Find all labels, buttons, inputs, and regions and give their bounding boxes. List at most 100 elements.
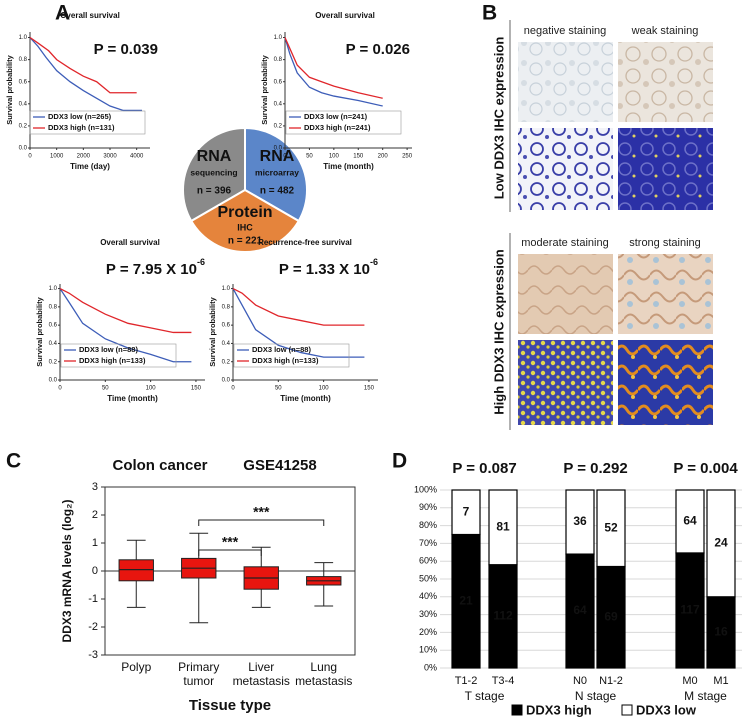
x-tick-label: 0	[58, 386, 62, 392]
p-value: P = 7.95 X 10-6	[106, 257, 205, 278]
bar-segment	[706, 489, 736, 598]
x-tick-label: 250	[402, 154, 413, 160]
y-tick-label: 0.2	[274, 123, 283, 129]
km-plot: 0.0 0.2 0.4 0.6 0.8 1.0 0 50 100 150 Time (month) S…	[208, 238, 378, 403]
segment-title: RNA	[260, 148, 295, 165]
y-tick-label: 40%	[419, 591, 437, 601]
y-tick-label: 100%	[414, 484, 437, 494]
p-value: P = 0.087	[452, 460, 516, 477]
data-label: 21	[459, 593, 473, 607]
y-tick-label: 0.4	[49, 341, 58, 347]
y-tick-label: 3	[92, 481, 98, 493]
x-axis-label: Time (month)	[107, 394, 158, 403]
y-tick-label: 0.4	[222, 341, 231, 347]
data-label: 16	[714, 625, 728, 639]
y-tick-label: 90%	[419, 502, 437, 512]
caption: negative staining	[524, 25, 607, 37]
bar-segment	[488, 489, 518, 566]
ihc-image	[518, 340, 613, 425]
x-tick-label: 200	[378, 154, 389, 160]
y-tick-label: 2	[92, 509, 98, 521]
x-tick-label: 4000	[130, 154, 144, 160]
legend-label: DDX3 high (n=131)	[48, 123, 115, 132]
legend-label: DDX3 high (n=133)	[252, 356, 319, 365]
data-label: 64	[573, 603, 587, 617]
bar-segment	[451, 533, 481, 669]
x-tick-label: 0	[28, 154, 32, 160]
y-axis-label: Survival probability	[35, 296, 44, 366]
data-label: 112	[493, 609, 513, 623]
p-value: P = 0.039	[94, 41, 158, 58]
x-tick-label: Polyp	[121, 660, 151, 674]
x-axis-label: Time (month)	[323, 162, 374, 171]
ihc-image	[618, 254, 713, 334]
panel-label: A	[55, 2, 70, 25]
segment	[181, 126, 246, 223]
bar-segment	[451, 489, 481, 536]
legend-label: DDX3 high (n=133)	[79, 356, 146, 365]
chart-subtitle: GSE41258	[243, 457, 316, 474]
x-tick-label: 50	[102, 386, 109, 392]
y-axis-label: Survival probability	[208, 296, 217, 366]
survival-curve	[284, 37, 383, 99]
p-value-text: P = 0.039	[94, 41, 158, 58]
y-tick-label: 0.4	[274, 101, 283, 107]
ihc-image	[518, 254, 613, 334]
y-tick-label: 0.6	[49, 323, 58, 329]
survival-curve	[59, 288, 192, 363]
data-label: 36	[573, 514, 587, 528]
p-value-text: P = 1.33 X 10	[279, 261, 370, 278]
significance-bracket	[198, 549, 262, 556]
y-tick-label: 1.0	[274, 35, 283, 41]
group-label: M stage	[684, 689, 727, 703]
x-tick-label: M1	[713, 675, 728, 687]
data-label: 7	[463, 504, 470, 518]
ihc-image	[518, 128, 613, 210]
staining-panel: Low DDX3 IHC expression High DDX3 IHC ex…	[491, 20, 713, 430]
y-tick-label: 0.0	[274, 146, 283, 152]
y-tick-label: 0.0	[49, 378, 58, 384]
data-source-diagram: RNA sequencing n = 396 RNA microarray n …	[181, 126, 309, 254]
x-axis-label: Time (day)	[70, 162, 110, 171]
x-tick-label: Lung	[310, 660, 337, 674]
x-tick-label: N0	[573, 675, 587, 687]
y-axis-label: DDX3 mRNA levels (log₂)	[60, 500, 74, 643]
y-tick-label: 0.2	[19, 123, 28, 129]
x-tick-label: metastasis	[233, 674, 290, 688]
data-label: 81	[496, 520, 510, 534]
x-tick-label: 3000	[103, 154, 117, 160]
x-tick-label: N1-2	[599, 675, 623, 687]
y-tick-label: 0	[92, 565, 98, 577]
y-tick-label: 0.6	[222, 323, 231, 329]
segment	[244, 126, 309, 223]
y-axis-label: Survival probability	[5, 54, 14, 124]
y-tick-label: 1.0	[49, 286, 58, 292]
y-tick-label: 80%	[419, 520, 437, 530]
x-tick-label: 1000	[50, 154, 64, 160]
ihc-image	[618, 128, 713, 210]
y-tick-label: 0.6	[19, 79, 28, 85]
x-tick-label: 50	[306, 154, 313, 160]
y-tick-label: 0.2	[49, 359, 58, 365]
ihc-image	[618, 340, 713, 425]
legend-label: DDX3 high	[526, 702, 592, 717]
x-tick-label: 100	[319, 386, 330, 392]
row-label: High DDX3 IHC expression	[491, 249, 506, 414]
segment	[189, 188, 301, 254]
data-label: 24	[714, 536, 728, 550]
y-tick-label: 0.8	[274, 57, 283, 63]
ihc-image	[618, 42, 713, 122]
km-plot: 0.0 0.2 0.4 0.6 0.8 1.0 0 50 100 150 200 250 Time (m…	[260, 11, 413, 171]
box	[118, 559, 154, 582]
y-tick-label: 0.0	[19, 146, 28, 152]
y-tick-label: 0.8	[49, 304, 58, 310]
y-tick-label: 60%	[419, 556, 437, 566]
x-tick-label: T3-4	[492, 675, 515, 687]
group-label: N stage	[575, 689, 617, 703]
x-tick-label: 150	[353, 154, 364, 160]
y-tick-label: 0.6	[274, 79, 283, 85]
x-tick-label: metastasis	[295, 674, 352, 688]
legend-box	[285, 110, 402, 135]
bar-segment	[596, 489, 626, 568]
x-tick-label: 150	[364, 386, 375, 392]
